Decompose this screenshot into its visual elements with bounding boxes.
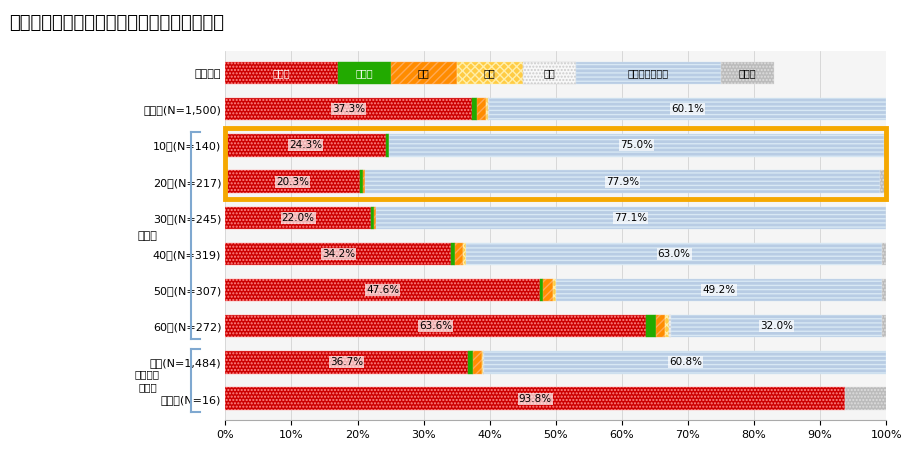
Bar xyxy=(481,351,483,374)
Text: 75.0%: 75.0% xyxy=(620,141,653,151)
Bar xyxy=(451,243,455,265)
Bar xyxy=(374,207,376,229)
Text: 60.8%: 60.8% xyxy=(668,358,702,368)
Bar xyxy=(523,62,576,84)
Bar xyxy=(391,62,457,84)
Text: 34.2%: 34.2% xyxy=(322,249,355,259)
Bar xyxy=(226,315,646,338)
Text: テレビ: テレビ xyxy=(272,68,291,78)
Bar xyxy=(472,98,477,121)
Bar xyxy=(486,98,488,121)
Bar xyxy=(455,243,463,265)
Bar xyxy=(226,207,370,229)
Bar xyxy=(488,98,489,121)
Bar xyxy=(468,351,473,374)
Text: 77.1%: 77.1% xyxy=(614,213,647,223)
Bar xyxy=(543,279,553,301)
Text: 20.3%: 20.3% xyxy=(276,177,309,187)
Bar xyxy=(359,170,363,193)
Text: 雑誌: 雑誌 xyxy=(484,68,495,78)
Text: 60.1%: 60.1% xyxy=(671,104,704,114)
Bar xyxy=(882,315,886,338)
Bar xyxy=(881,279,886,301)
Text: 32.0%: 32.0% xyxy=(760,321,793,331)
Text: インター
ネット: インター ネット xyxy=(135,369,160,392)
Bar xyxy=(457,62,523,84)
Text: 37.3%: 37.3% xyxy=(332,104,365,114)
Text: 63.6%: 63.6% xyxy=(419,321,452,331)
Text: 22.0%: 22.0% xyxy=(282,213,315,223)
Bar xyxy=(489,98,886,121)
Text: その他: その他 xyxy=(738,68,757,78)
Bar xyxy=(226,62,337,84)
Bar xyxy=(463,243,466,265)
Bar xyxy=(226,387,845,410)
Bar xyxy=(376,207,886,229)
Bar xyxy=(484,351,886,374)
Bar xyxy=(466,243,882,265)
Bar xyxy=(226,351,468,374)
Text: ラジオ: ラジオ xyxy=(356,68,373,78)
Bar xyxy=(477,98,486,121)
Bar xyxy=(557,279,881,301)
Bar xyxy=(483,351,484,374)
Bar xyxy=(226,98,472,121)
Bar xyxy=(226,243,451,265)
Bar xyxy=(670,315,882,338)
Bar xyxy=(226,279,540,301)
Bar xyxy=(540,279,543,301)
Bar xyxy=(386,134,389,157)
Text: 年代別: 年代別 xyxy=(138,231,158,241)
Bar xyxy=(576,62,721,84)
Bar xyxy=(879,170,886,193)
Bar xyxy=(884,134,886,157)
Text: 77.9%: 77.9% xyxy=(605,177,639,187)
Bar xyxy=(363,170,365,193)
Bar xyxy=(473,351,481,374)
Bar xyxy=(226,134,386,157)
Bar xyxy=(666,315,668,338)
Bar xyxy=(226,170,359,193)
Text: 書籍: 書籍 xyxy=(543,68,555,78)
Bar xyxy=(337,62,391,84)
Text: 47.6%: 47.6% xyxy=(366,285,399,295)
Text: 新聆: 新聆 xyxy=(418,68,429,78)
Bar xyxy=(845,387,887,410)
Text: インターネット: インターネット xyxy=(628,68,668,78)
Text: 63.0%: 63.0% xyxy=(657,249,691,259)
Text: 93.8%: 93.8% xyxy=(519,394,552,404)
Bar xyxy=(656,315,666,338)
Bar xyxy=(389,134,884,157)
Text: 24.3%: 24.3% xyxy=(289,141,322,151)
Bar xyxy=(668,315,670,338)
Text: 36.7%: 36.7% xyxy=(330,358,363,368)
Bar xyxy=(370,207,374,229)
Bar xyxy=(365,170,879,193)
Text: 「いち早く世の中のできごとや動きを知る」: 「いち早く世の中のできごとや動きを知る」 xyxy=(9,14,224,32)
Bar xyxy=(646,315,656,338)
Bar xyxy=(882,243,886,265)
Bar xyxy=(553,279,557,301)
Bar xyxy=(721,62,774,84)
Text: 49.2%: 49.2% xyxy=(702,285,735,295)
